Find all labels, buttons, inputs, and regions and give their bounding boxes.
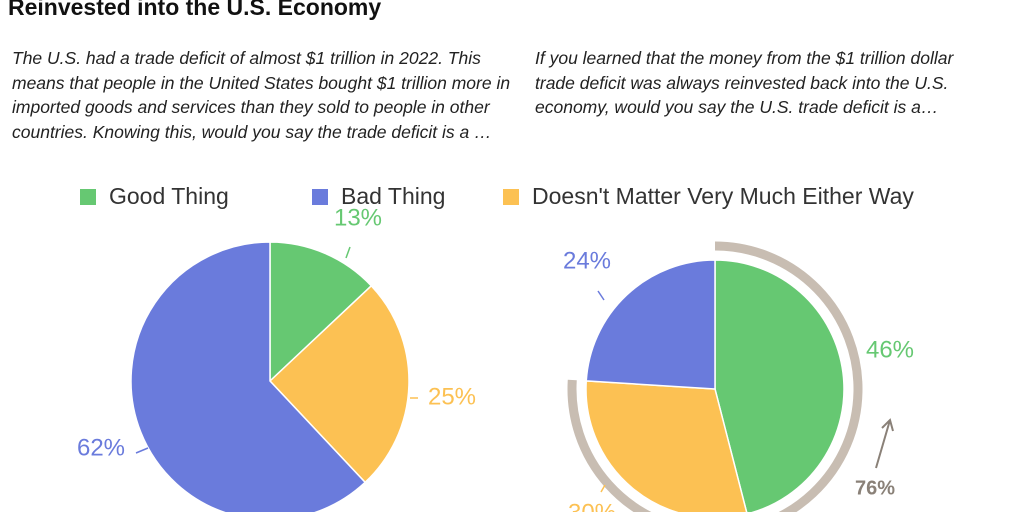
legend-label: Doesn't Matter Very Much Either Way <box>532 183 914 209</box>
value-label: 62% <box>77 434 125 461</box>
pie-slice <box>269 241 373 383</box>
pie-slice <box>268 284 410 484</box>
pie-slice <box>714 259 845 512</box>
value-label: 25% <box>428 383 476 410</box>
legend-label: Bad Thing <box>341 183 445 209</box>
value-label: 30% <box>568 499 616 512</box>
value-label: 13% <box>334 204 382 231</box>
highlight-label: 76% <box>855 477 895 499</box>
legend-label: Good Thing <box>109 183 229 209</box>
value-label: 46% <box>866 336 914 363</box>
legend-swatch <box>503 189 519 205</box>
highlight-arc <box>567 241 863 512</box>
page-title: Reinvested into the U.S. Economy <box>8 0 382 20</box>
leader-line <box>135 447 149 454</box>
question-right: If you learned that the money from the $… <box>535 48 954 117</box>
legend-swatch <box>80 189 96 205</box>
question-left: The U.S. had a trade deficit of almost $… <box>12 48 511 142</box>
pie-slice <box>585 380 748 512</box>
pie-slice <box>130 241 367 512</box>
leader-line <box>345 246 351 259</box>
leader-line <box>597 290 605 301</box>
value-label: 24% <box>563 247 611 274</box>
pie-slice <box>585 259 716 390</box>
leader-line <box>600 484 606 493</box>
highlight-arrow <box>875 418 894 469</box>
legend-swatch <box>312 189 328 205</box>
